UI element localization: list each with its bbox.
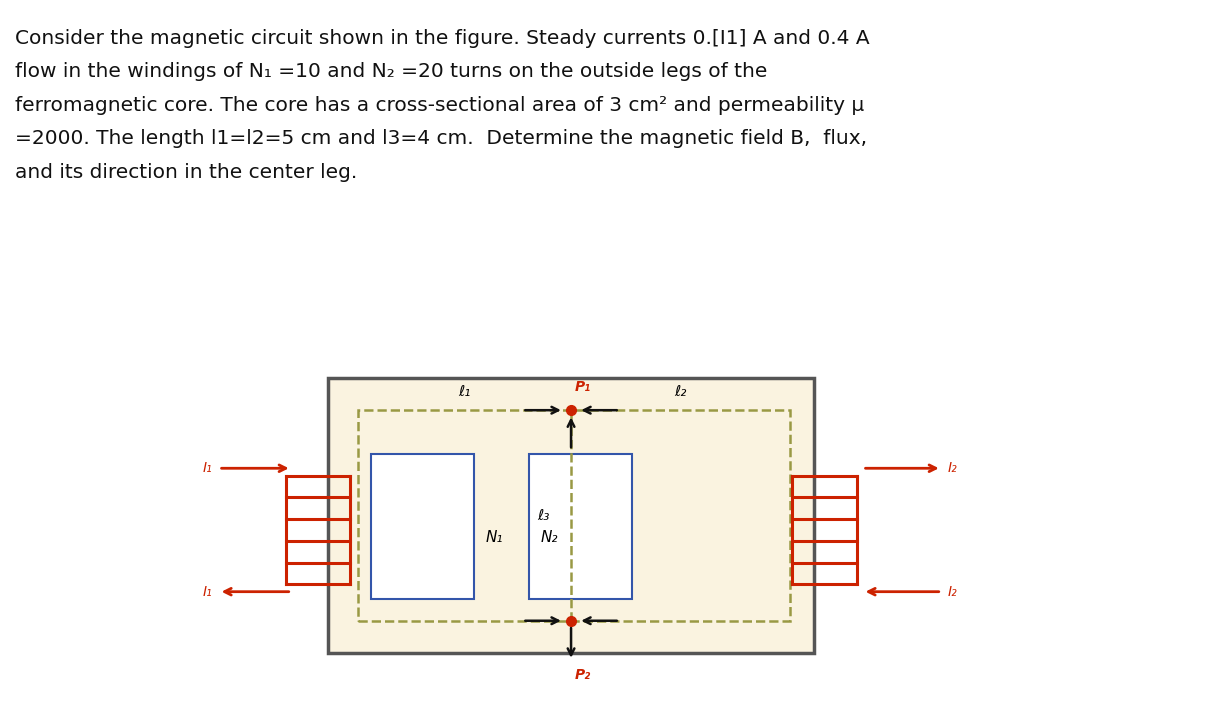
Text: ℓ₂: ℓ₂ — [674, 384, 686, 399]
Text: ferromagnetic core. The core has a cross-sectional area of 3 cm² and permeabilit: ferromagnetic core. The core has a cross… — [15, 96, 864, 115]
Bar — [358, 410, 790, 621]
Bar — [529, 454, 632, 599]
Text: P₂: P₂ — [575, 668, 590, 682]
Text: I₁: I₁ — [203, 461, 213, 476]
Text: N₂: N₂ — [541, 530, 558, 544]
Text: Consider the magnetic circuit shown in the figure. Steady currents 0.[I1] A and : Consider the magnetic circuit shown in t… — [15, 29, 869, 48]
Bar — [371, 454, 474, 599]
Text: flow in the windings of N₁ =10 and N₂ =20 turns on the outside legs of the: flow in the windings of N₁ =10 and N₂ =2… — [15, 62, 767, 81]
Text: I₁: I₁ — [203, 584, 213, 599]
Text: =2000. The length l1=l2=5 cm and l3=4 cm.  Determine the magnetic field B,  flux: =2000. The length l1=l2=5 cm and l3=4 cm… — [15, 129, 866, 148]
Bar — [328, 378, 814, 653]
Text: P₁: P₁ — [575, 380, 590, 394]
Text: I₂: I₂ — [948, 461, 957, 476]
Text: N₁: N₁ — [486, 530, 503, 544]
Bar — [328, 378, 814, 653]
Text: ℓ₃: ℓ₃ — [537, 508, 549, 523]
Text: and its direction in the center leg.: and its direction in the center leg. — [15, 163, 357, 182]
Text: ℓ₁: ℓ₁ — [458, 384, 471, 399]
Text: I₂: I₂ — [948, 584, 957, 599]
